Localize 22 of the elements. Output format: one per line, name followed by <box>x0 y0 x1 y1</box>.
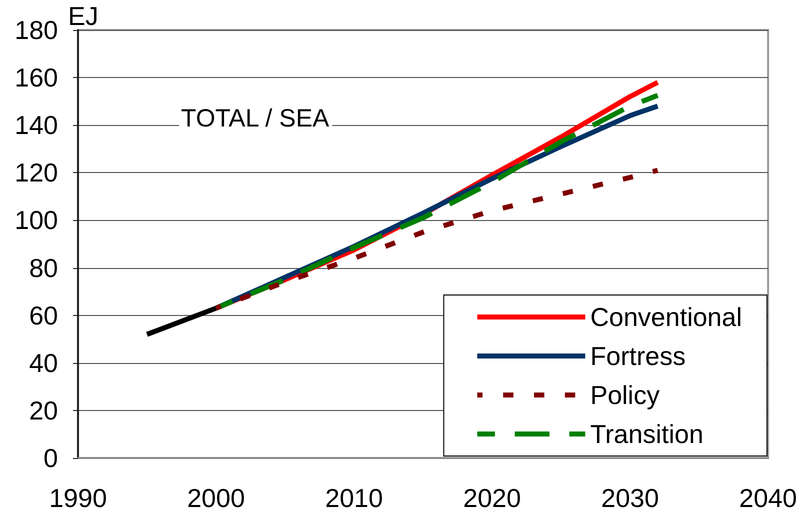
y-tick-label: 20 <box>29 395 58 426</box>
annotation: TOTAL / SEA <box>181 104 330 132</box>
x-tick-label: 1990 <box>49 483 107 513</box>
y-tick-label: 140 <box>14 110 58 140</box>
y-tick-label: 160 <box>14 62 58 93</box>
y-tick-label: 60 <box>29 300 58 330</box>
x-tick-label: 2040 <box>739 483 797 513</box>
y-axis-title: EJ <box>68 1 98 31</box>
legend-label: Conventional <box>590 302 742 332</box>
legend-label: Fortress <box>590 341 686 371</box>
y-tick-label: 40 <box>29 348 58 378</box>
x-tick-label: 2010 <box>325 483 383 513</box>
y-tick-label: 180 <box>14 15 58 45</box>
x-tick-label: 2020 <box>463 483 521 513</box>
y-tick-label: 0 <box>44 443 58 473</box>
x-tick-label: 2030 <box>601 483 659 513</box>
legend-label: Policy <box>590 380 660 410</box>
legend-label: Transition <box>590 419 704 449</box>
y-tick-label: 120 <box>14 158 58 188</box>
y-tick-label: 80 <box>29 252 58 283</box>
x-tick-label: 2000 <box>187 483 245 513</box>
y-tick-label: 100 <box>14 205 58 236</box>
